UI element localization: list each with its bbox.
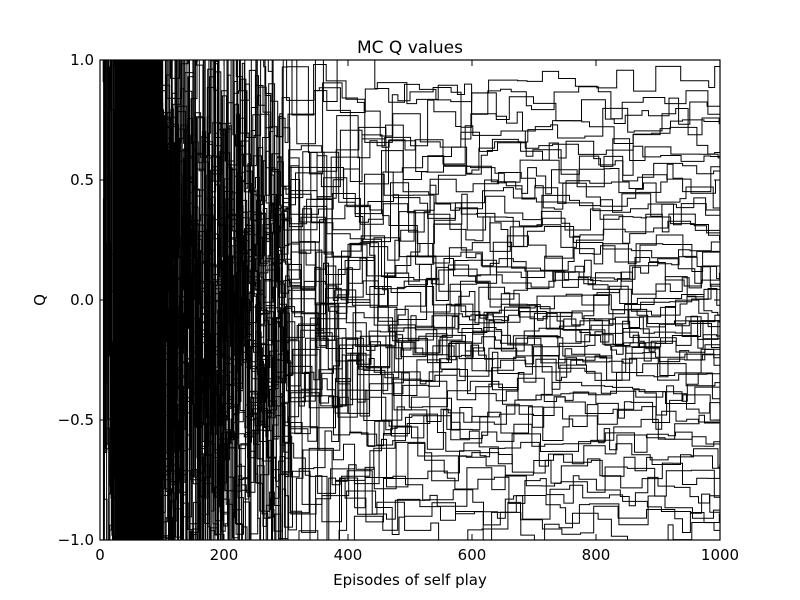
x-axis-label: Episodes of self play	[333, 571, 487, 589]
series-lines	[100, 60, 720, 540]
series-line	[116, 60, 720, 540]
x-tick-label: 800	[582, 546, 611, 564]
x-tick-label: 0	[95, 546, 105, 564]
series-line	[119, 60, 720, 540]
series-line	[124, 60, 720, 317]
x-tick-label: 400	[334, 546, 363, 564]
x-tick-label: 200	[210, 546, 239, 564]
y-tick-label: −0.5	[58, 411, 94, 429]
x-tick-label: 1000	[701, 546, 739, 564]
y-tick-label: 1.0	[70, 51, 94, 69]
series-line	[122, 60, 720, 540]
y-axis-label: Q	[31, 294, 49, 306]
x-axis: 0 200 400 600 800 1000	[95, 60, 739, 564]
series-line	[127, 60, 720, 540]
y-tick-label: −1.0	[58, 531, 94, 549]
y-axis: −1.0 −0.5 0.0 0.5 1.0	[58, 51, 720, 549]
y-tick-label: 0.0	[70, 291, 94, 309]
series-line	[108, 60, 720, 540]
series-line	[136, 60, 720, 540]
chart-title: MC Q values	[357, 38, 463, 58]
series-line	[100, 60, 720, 540]
x-tick-label: 600	[458, 546, 487, 564]
y-tick-label: 0.5	[70, 171, 94, 189]
